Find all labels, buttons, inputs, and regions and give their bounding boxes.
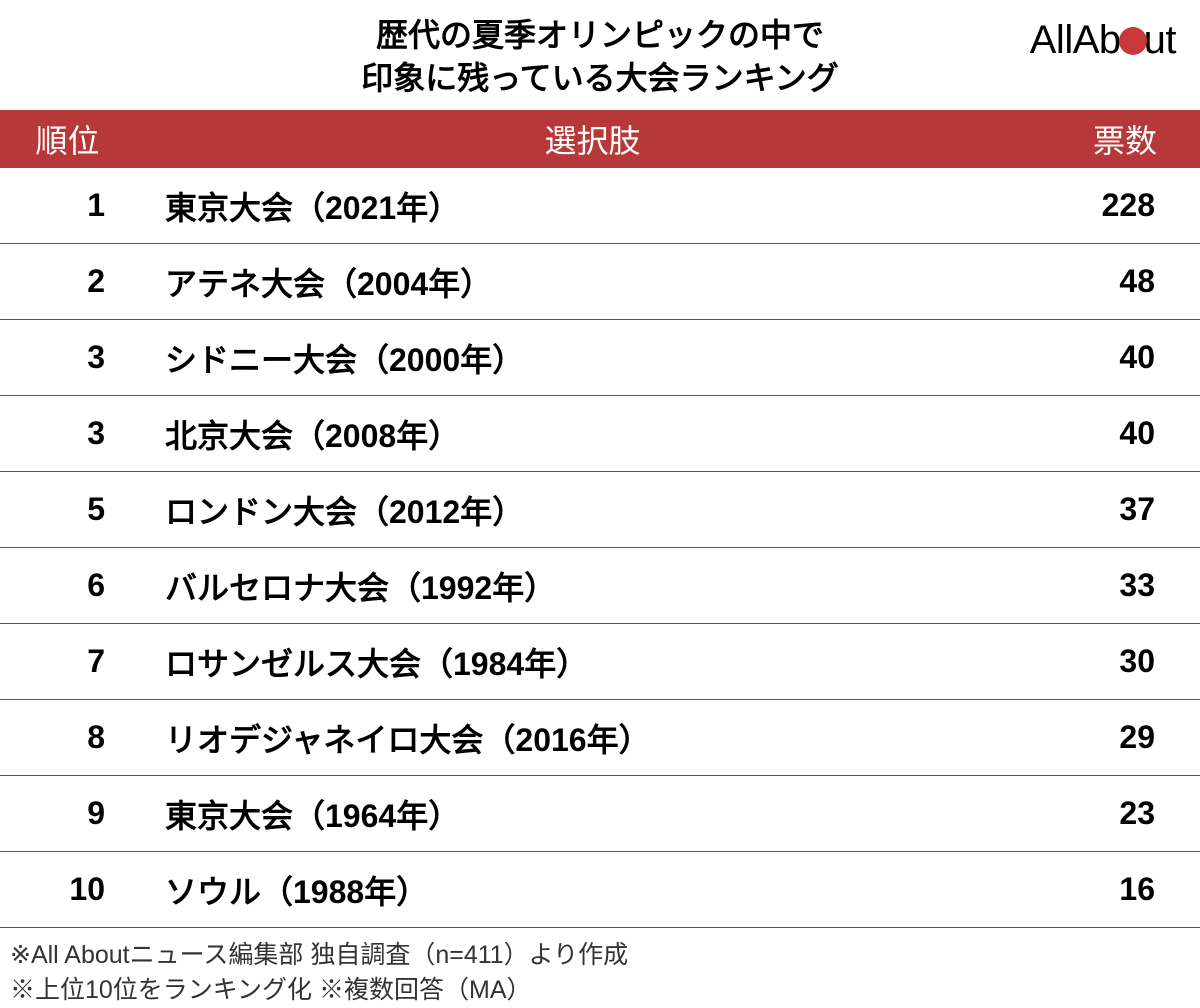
cell-choice: シドニー大会（2000年）	[135, 335, 1050, 381]
cell-rank: 6	[0, 567, 135, 604]
table-row: 2アテネ大会（2004年）48	[0, 244, 1200, 320]
cell-rank: 8	[0, 719, 135, 756]
footer-line-2: ※上位10位をランキング化 ※複数回答（MA）	[10, 973, 1190, 1008]
cell-choice: ソウル（1988年）	[135, 867, 1050, 913]
cell-votes: 30	[1050, 643, 1200, 680]
table-body: 1東京大会（2021年）2282アテネ大会（2004年）483シドニー大会（20…	[0, 168, 1200, 928]
logo-part3: ut	[1144, 18, 1176, 62]
header-votes: 票数	[1050, 116, 1200, 162]
table-row: 1東京大会（2021年）228	[0, 168, 1200, 244]
cell-choice: 東京大会（1964年）	[135, 791, 1050, 837]
header-section: 歴代の夏季オリンピックの中で 印象に残っている大会ランキング AllAbut	[0, 0, 1200, 110]
cell-rank: 7	[0, 643, 135, 680]
header-rank: 順位	[0, 116, 135, 162]
cell-rank: 10	[0, 871, 135, 908]
cell-choice: 東京大会（2021年）	[135, 183, 1050, 229]
footer-line-1: ※All Aboutニュース編集部 独自調査（n=411）より作成	[10, 938, 1190, 973]
cell-rank: 5	[0, 491, 135, 528]
cell-votes: 40	[1050, 339, 1200, 376]
cell-choice: アテネ大会（2004年）	[135, 259, 1050, 305]
table-row: 10ソウル（1988年）16	[0, 852, 1200, 928]
table-row: 5ロンドン大会（2012年）37	[0, 472, 1200, 548]
cell-rank: 1	[0, 187, 135, 224]
table-header-row: 順位 選択肢 票数	[0, 110, 1200, 168]
title-wrapper: 歴代の夏季オリンピックの中で 印象に残っている大会ランキング	[361, 14, 838, 100]
table-row: 7ロサンゼルス大会（1984年）30	[0, 624, 1200, 700]
cell-votes: 29	[1050, 719, 1200, 756]
cell-votes: 23	[1050, 795, 1200, 832]
ranking-table: 順位 選択肢 票数 1東京大会（2021年）2282アテネ大会（2004年）48…	[0, 110, 1200, 928]
table-row: 8リオデジャネイロ大会（2016年）29	[0, 700, 1200, 776]
cell-votes: 48	[1050, 263, 1200, 300]
cell-votes: 37	[1050, 491, 1200, 528]
table-row: 3北京大会（2008年）40	[0, 396, 1200, 472]
cell-votes: 228	[1050, 187, 1200, 224]
title-line-1: 歴代の夏季オリンピックの中で	[361, 14, 838, 57]
cell-votes: 16	[1050, 871, 1200, 908]
cell-rank: 3	[0, 415, 135, 452]
cell-choice: バルセロナ大会（1992年）	[135, 563, 1050, 609]
cell-choice: ロンドン大会（2012年）	[135, 487, 1050, 533]
table-row: 6バルセロナ大会（1992年）33	[0, 548, 1200, 624]
cell-rank: 3	[0, 339, 135, 376]
cell-choice: 北京大会（2008年）	[135, 411, 1050, 457]
cell-votes: 40	[1050, 415, 1200, 452]
logo-part2: Ab	[1073, 18, 1121, 62]
cell-votes: 33	[1050, 567, 1200, 604]
allabout-logo: AllAbut	[1030, 18, 1176, 63]
logo-dot-icon	[1119, 27, 1147, 55]
table-row: 9東京大会（1964年）23	[0, 776, 1200, 852]
logo-part1: All	[1030, 18, 1073, 62]
cell-choice: リオデジャネイロ大会（2016年）	[135, 715, 1050, 761]
footer-section: ※All Aboutニュース編集部 独自調査（n=411）より作成 ※上位10位…	[0, 928, 1200, 1008]
table-row: 3シドニー大会（2000年）40	[0, 320, 1200, 396]
title-line-2: 印象に残っている大会ランキング	[361, 57, 838, 100]
cell-choice: ロサンゼルス大会（1984年）	[135, 639, 1050, 685]
cell-rank: 2	[0, 263, 135, 300]
cell-rank: 9	[0, 795, 135, 832]
header-choice: 選択肢	[135, 116, 1050, 162]
ranking-container: 歴代の夏季オリンピックの中で 印象に残っている大会ランキング AllAbut 順…	[0, 0, 1200, 1008]
